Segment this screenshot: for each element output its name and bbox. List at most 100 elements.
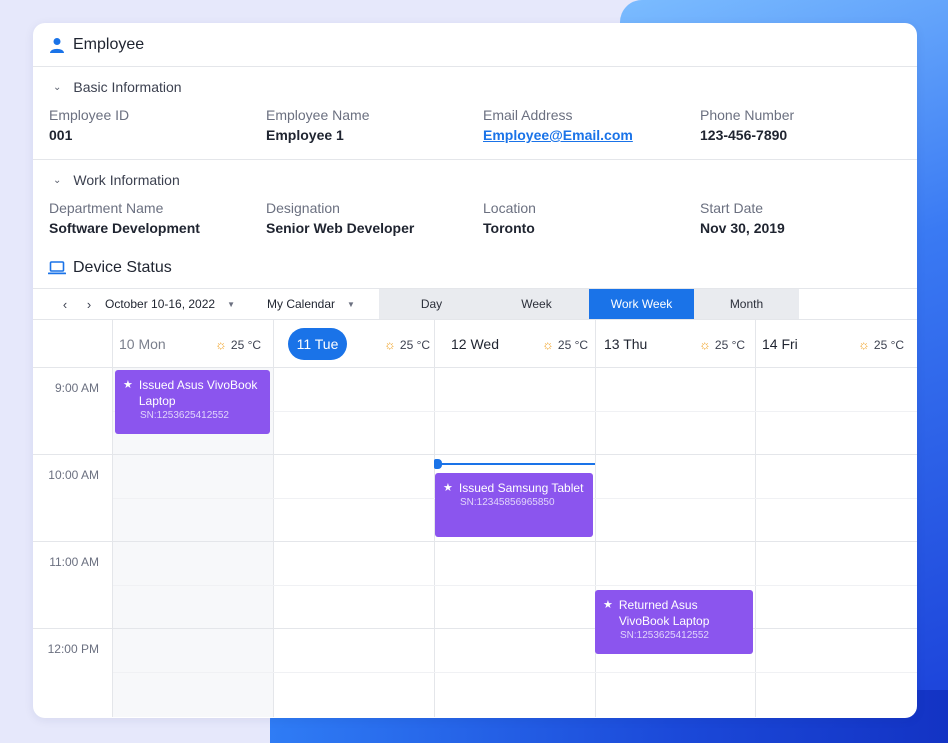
temperature: 25 °C [873, 338, 905, 352]
basic-info-toggle[interactable]: ⌄ Basic Information [33, 67, 917, 107]
time-label: 11:00 AM [49, 555, 99, 569]
field-value: Senior Web Developer [266, 220, 415, 236]
half-hour-line [113, 672, 917, 673]
field-phone: Phone Number 123-456-7890 [700, 107, 917, 159]
column-line [755, 320, 756, 717]
event-serial: SN:1253625412552 [620, 630, 709, 641]
field-value: Nov 30, 2019 [700, 220, 785, 236]
calendar-selector[interactable]: My Calendar [267, 297, 336, 311]
day-label-tue-today[interactable]: 11 Tue [288, 328, 347, 360]
user-icon [50, 37, 64, 53]
event-card[interactable]: ★ Issued Samsung Tablet SN:12345856965850 [435, 473, 593, 537]
field-value: Toronto [483, 220, 535, 236]
event-title: Issued Asus VivoBook Laptop [138, 378, 258, 408]
column-line [434, 320, 435, 717]
day-label-wed[interactable]: 12 Wed [451, 336, 499, 352]
section-title: Basic Information [73, 79, 182, 95]
column-line [112, 320, 113, 717]
view-day[interactable]: Day [420, 297, 443, 311]
card-header: Employee [33, 23, 917, 67]
day-label-thu[interactable]: 13 Thu [604, 336, 648, 352]
column-line [595, 320, 596, 717]
current-time-line [434, 463, 595, 465]
event-title: Returned Asus VivoBook Laptop [618, 598, 710, 628]
next-button[interactable]: › [86, 296, 92, 312]
field-value: 001 [49, 127, 73, 143]
day-label-mon[interactable]: 10 Mon [119, 336, 166, 352]
laptop-icon [48, 261, 66, 275]
sun-icon: ☼ [542, 337, 554, 352]
star-icon: ★ [603, 599, 613, 611]
event-card[interactable]: ★ Issued Asus VivoBook Laptop SN:12536254… [115, 370, 270, 434]
employee-card: Employee ⌄ Basic Information Employee ID… [33, 23, 917, 718]
field-designation: Designation Senior Web Developer [266, 200, 483, 248]
basic-info-fields: Employee ID 001 Employee Name Employee 1… [33, 107, 917, 159]
view-month[interactable]: Month [729, 297, 764, 311]
section-title: Device Status [73, 259, 172, 276]
section-title: Work Information [73, 172, 180, 188]
work-info-toggle[interactable]: ⌄ Work Information [33, 160, 917, 200]
half-hour-line [113, 585, 917, 586]
event-title: Issued Samsung Tablet [458, 481, 584, 495]
time-label: 9:00 AM [54, 381, 99, 395]
caret-down-icon[interactable]: ▼ [227, 299, 235, 309]
weather-fri: ☼ 25 °C [858, 337, 904, 352]
field-label: Designation [266, 200, 340, 216]
field-location: Location Toronto [483, 200, 700, 248]
device-status-header: Device Status [33, 248, 917, 288]
weather-thu: ☼ 25 °C [699, 337, 745, 352]
hour-line [33, 541, 917, 542]
field-start-date: Start Date Nov 30, 2019 [700, 200, 917, 248]
weather-tue: ☼ 25 °C [384, 337, 430, 352]
column-line [273, 320, 274, 717]
sun-icon: ☼ [699, 337, 711, 352]
chevron-down-icon: ⌄ [53, 174, 62, 186]
event-serial: SN:12345856965850 [460, 497, 555, 508]
field-department: Department Name Software Development [49, 200, 266, 248]
view-switcher: Day Week Work Week Month [379, 289, 799, 319]
field-employee-name: Employee Name Employee 1 [266, 107, 483, 159]
sun-icon: ☼ [858, 337, 870, 352]
divider [33, 159, 917, 160]
field-value: 123-456-7890 [700, 127, 788, 143]
view-week[interactable]: Week [521, 297, 552, 311]
temperature: 25 °C [230, 338, 262, 352]
temperature: 25 °C [714, 338, 746, 352]
field-label: Employee ID [49, 107, 130, 123]
event-card[interactable]: ★ Returned Asus VivoBook Laptop SN:125362… [595, 590, 753, 654]
weather-mon: ☼ 25 °C [215, 337, 261, 352]
star-icon: ★ [123, 379, 133, 391]
prev-button[interactable]: ‹ [62, 296, 68, 312]
time-label: 10:00 AM [48, 468, 99, 482]
field-label: Employee Name [266, 107, 370, 123]
page-title: Employee [73, 35, 145, 53]
field-label: Location [483, 200, 536, 216]
sun-icon: ☼ [215, 337, 227, 352]
temperature: 25 °C [399, 338, 431, 352]
time-label: 12:00 PM [47, 642, 99, 656]
field-label: Department Name [49, 200, 164, 216]
sun-icon: ☼ [384, 337, 396, 352]
field-label: Email Address [483, 107, 573, 123]
half-hour-line [113, 411, 917, 412]
field-label: Phone Number [700, 107, 795, 123]
date-range-picker[interactable]: October 10-16, 2022 [105, 297, 216, 311]
hour-line [33, 454, 917, 455]
field-email: Email Address Employee@Email.com [483, 107, 700, 159]
email-link[interactable]: Employee@Email.com [483, 127, 633, 143]
chevron-down-icon: ⌄ [53, 81, 62, 93]
field-label: Start Date [700, 200, 764, 216]
work-info-fields: Department Name Software Development Des… [33, 200, 917, 248]
star-icon: ★ [443, 482, 453, 494]
event-serial: SN:1253625412552 [140, 410, 229, 421]
caret-down-icon[interactable]: ▼ [347, 299, 355, 309]
day-header-row [33, 320, 917, 368]
weather-wed: ☼ 25 °C [542, 337, 588, 352]
field-value: Employee 1 [266, 127, 344, 143]
hour-line [33, 628, 917, 629]
day-label-fri[interactable]: 14 Fri [762, 336, 798, 352]
field-value: Software Development [49, 220, 200, 236]
field-employee-id: Employee ID 001 [49, 107, 266, 159]
calendar-toolbar: ‹ › October 10-16, 2022 ▼ My Calendar ▼ … [33, 288, 917, 320]
view-work-week[interactable]: Work Week [589, 289, 694, 319]
